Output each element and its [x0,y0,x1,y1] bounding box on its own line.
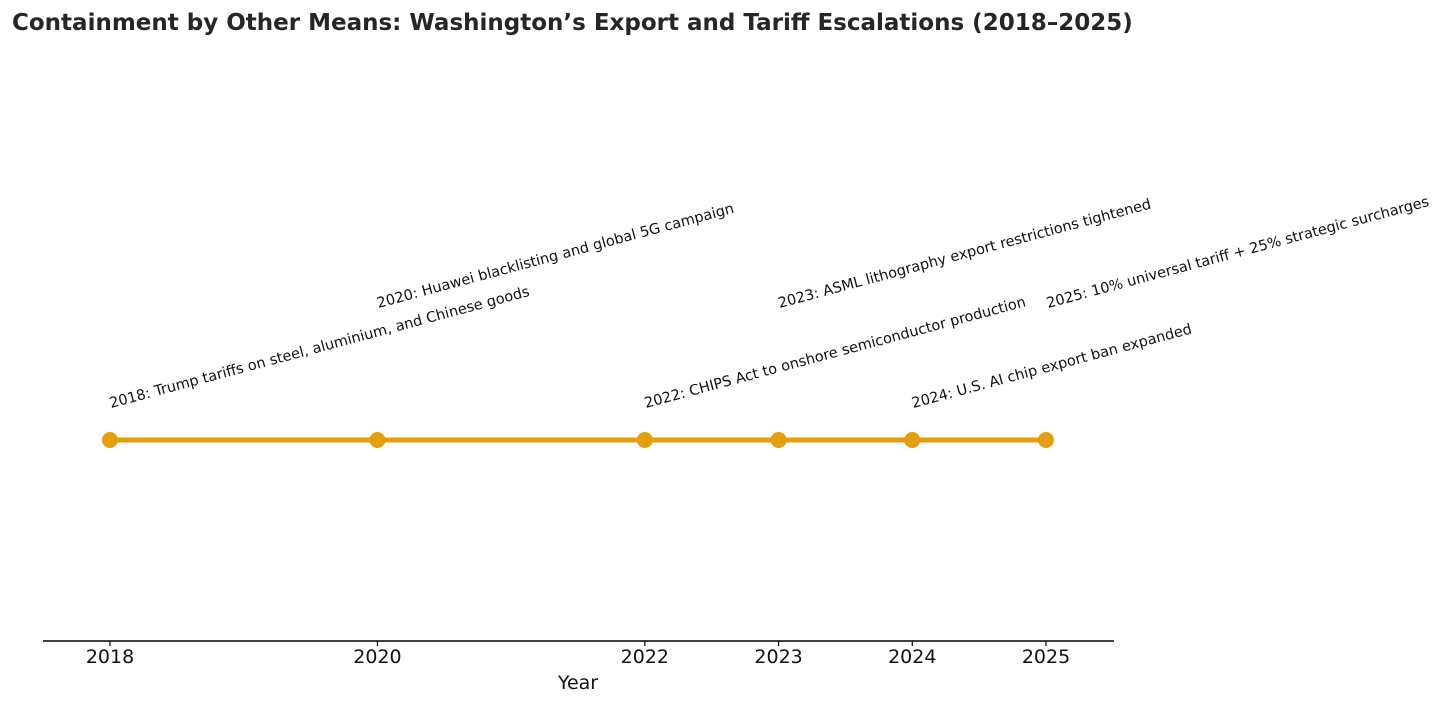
x-tick-label-2020: 2020 [353,646,401,668]
x-tick-label-2022: 2022 [621,646,669,668]
timeline-point-2023 [770,432,787,448]
x-tick-label-2023: 2023 [754,646,802,668]
timeline-point-2020 [369,432,386,448]
plot-area: 2018: Trump tariffs on steel, aluminium,… [102,194,1431,448]
timeline-point-2018 [102,432,118,448]
event-annotation-2020: 2020: Huawei blacklisting and global 5G … [375,201,735,312]
chart-title: Containment by Other Means: Washington’s… [12,10,1133,36]
timeline-point-2024 [904,432,921,448]
x-tick-label-2024: 2024 [888,646,936,668]
x-tick-label-2025: 2025 [1022,646,1070,668]
x-axis-label: Year [557,672,598,694]
timeline-point-2022 [636,432,653,448]
timeline-point-2025 [1038,432,1054,448]
event-annotation-2024: 2024: U.S. AI chip export ban expanded [910,322,1193,412]
event-annotation-2018: 2018: Trump tariffs on steel, aluminium,… [108,284,531,412]
x-axis-ticks: 2018 2020 2022 2023 2024 2025 [86,641,1070,668]
x-tick-label-2018: 2018 [86,646,134,668]
